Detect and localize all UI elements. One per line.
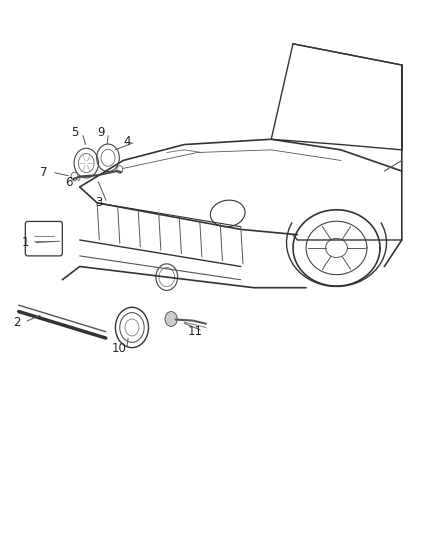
Text: 6: 6	[65, 176, 73, 189]
Text: 11: 11	[187, 325, 202, 338]
Text: 7: 7	[40, 166, 48, 179]
Text: 10: 10	[111, 342, 126, 355]
Text: 9: 9	[97, 126, 104, 140]
Text: 1: 1	[21, 236, 29, 249]
Circle shape	[165, 312, 177, 326]
Text: 4: 4	[124, 135, 131, 148]
Text: 3: 3	[95, 196, 103, 209]
Text: 2: 2	[13, 316, 21, 329]
Text: 5: 5	[71, 126, 78, 140]
